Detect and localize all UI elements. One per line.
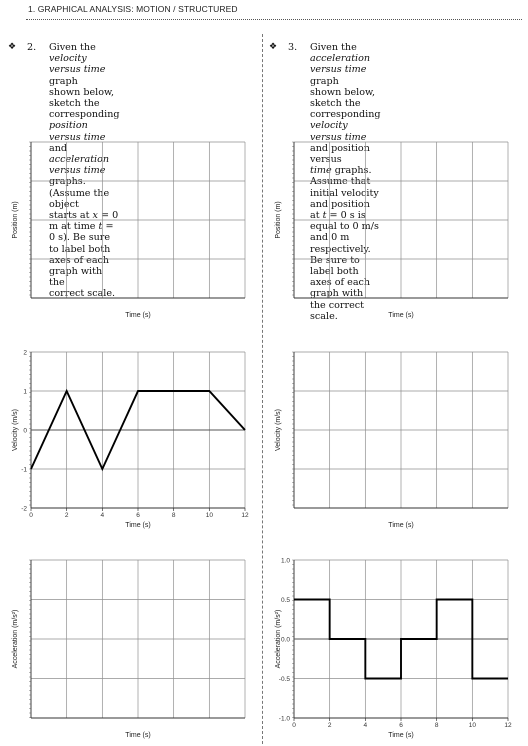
problem-line: starts at x = 0 m at time t = 0 s). Be s… (49, 210, 119, 244)
data-line (30, 388, 246, 472)
page-header: 1. GRAPHICAL ANALYSIS: MOTION / STRUCTUR… (28, 4, 238, 14)
problem-line: correct scale. (49, 288, 116, 300)
problem-number: 2. (27, 42, 37, 53)
graph-3: Time (s) Acceleration (m/s²) (12, 559, 246, 739)
y-tick-label: 1 (23, 388, 27, 395)
x-tick-label: 2 (328, 722, 332, 729)
bullet-icon: ❖ (269, 42, 278, 52)
problem-line: axes of each graph with the correct scal… (310, 277, 371, 322)
x-axis-label: Time (s) (388, 732, 413, 739)
x-tick-label: 8 (172, 512, 176, 519)
x-tick-label: 6 (399, 722, 403, 729)
x-tick-label: 0 (29, 512, 33, 519)
x-axis-label: Time (s) (125, 312, 150, 319)
y-tick-label: 2 (23, 349, 27, 356)
problem-line: and position at t = 0 s is equal to 0 m/… (310, 198, 379, 233)
graph-1: Time (s) Position (m) (12, 141, 246, 319)
x-tick-label: 0 (292, 722, 296, 729)
problem-line: to label both axes of each graph with th… (49, 243, 111, 289)
x-tick-label: 8 (435, 722, 439, 729)
y-axis-label: Position (m) (275, 201, 282, 238)
graph-5: Time (s) Velocity (m/s) (275, 351, 509, 529)
problem-line: position versus time and acceleration (49, 120, 110, 166)
problem-line: time graphs. Assume that initial velocit… (310, 165, 379, 199)
y-tick-label: -0.5 (279, 676, 291, 683)
problem-line: velocity versus time and position versus (310, 120, 370, 166)
x-axis-label: Time (s) (388, 522, 413, 529)
y-axis-label: Velocity (m/s) (12, 409, 19, 451)
x-tick-label: 10 (206, 512, 214, 519)
problem-text: Given the velocity versus time graph sho… (49, 42, 120, 300)
graph-6: Time (s) Acceleration (m/s²) 0 2 4 6 8 10 12 1.0 0… (275, 557, 512, 739)
problem-line: Given the acceleration versus time graph (310, 42, 371, 87)
problem-number: 3. (288, 42, 298, 53)
y-tick-label: 1.0 (281, 557, 290, 564)
x-tick-label: 12 (241, 512, 249, 519)
y-axis-label: Acceleration (m/s²) (12, 610, 19, 669)
x-tick-label: 4 (364, 722, 368, 729)
problem-line: Given the velocity versus time graph (49, 42, 106, 87)
problem-line: shown below, sketch the corresponding (310, 86, 381, 121)
bullet-icon: ❖ (8, 42, 17, 52)
x-axis-label: Time (s) (125, 522, 150, 529)
graph-4: Time (s) Position (m) (275, 141, 509, 319)
x-tick-label: 2 (65, 512, 69, 519)
y-tick-label: -1.0 (279, 715, 291, 722)
y-tick-label: 0.0 (281, 636, 290, 643)
y-axis-label: Position (m) (12, 201, 19, 238)
y-axis-label: Acceleration (m/s²) (275, 610, 282, 669)
x-tick-label: 12 (504, 722, 512, 729)
problem-line: shown below, sketch the corresponding (49, 86, 120, 121)
y-tick-label: 0 (23, 427, 27, 434)
x-axis-label: Time (s) (388, 312, 413, 319)
column-divider (262, 34, 263, 744)
x-tick-label: 10 (469, 722, 477, 729)
x-tick-label: 6 (136, 512, 140, 519)
x-axis-label: Time (s) (125, 732, 150, 739)
problem-line: versus time graphs. (Assume the object (49, 165, 110, 210)
x-tick-label: 4 (101, 512, 105, 519)
y-tick-label: 0.5 (281, 597, 290, 604)
y-tick-label: -1 (21, 466, 27, 473)
y-tick-label: -2 (21, 505, 27, 512)
header-rule (26, 19, 522, 20)
y-axis-label: Velocity (m/s) (275, 409, 282, 451)
data-line (294, 598, 508, 680)
